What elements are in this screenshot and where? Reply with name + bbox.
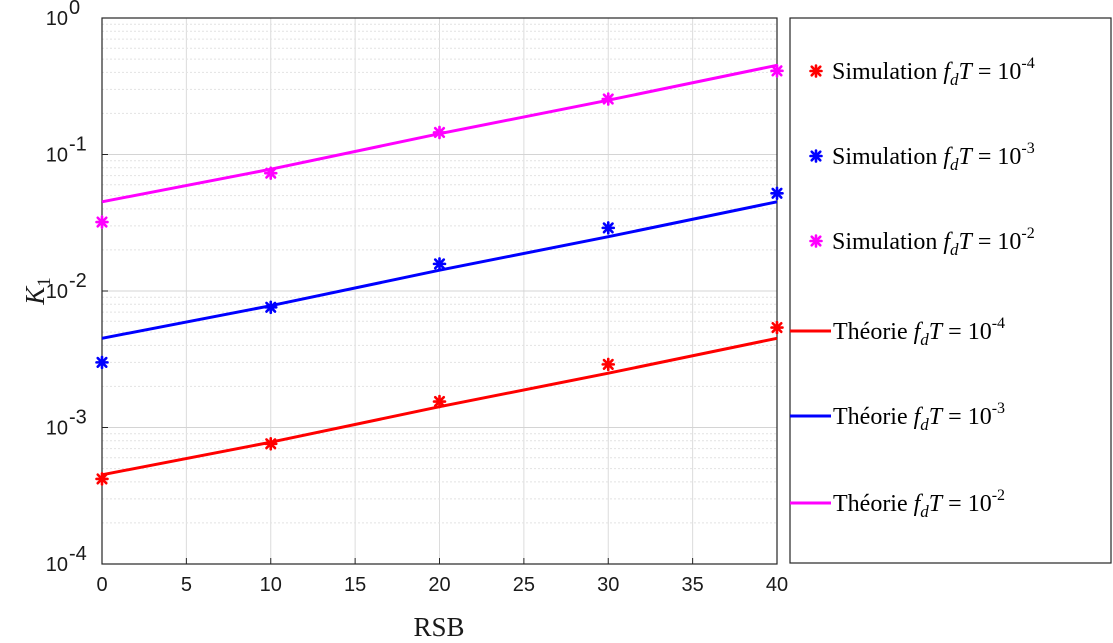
marker-core (773, 67, 781, 74)
legend-label: Théorie fdT = 10-2 (833, 487, 1005, 521)
simulation-marker (263, 300, 278, 315)
y-tick-exponent: -1 (69, 134, 87, 156)
marker-core (98, 359, 106, 366)
y-tick-exponent: -4 (69, 543, 87, 565)
marker-core (267, 170, 274, 177)
simulation-markers (95, 64, 784, 486)
marker-core (773, 190, 781, 197)
y-tick-exponent: -3 (69, 407, 87, 429)
legend: Simulation fdT = 10-4 Simulation fdT = 10… (790, 55, 1035, 521)
marker-core (812, 67, 820, 75)
y-tick-label: 10 (46, 554, 68, 576)
simulation-marker (809, 64, 823, 78)
simulation-marker (770, 320, 784, 335)
y-tick-label: 10 (46, 8, 68, 30)
simulation-marker (432, 125, 447, 140)
legend-label: Théorie fdT = 10-3 (833, 400, 1005, 434)
y-tick-label: 10 (46, 145, 68, 167)
x-tick-label: 15 (344, 574, 366, 596)
marker-core (267, 304, 274, 311)
simulation-marker (601, 357, 616, 372)
simulation-marker (809, 234, 823, 248)
x-tick-label: 10 (260, 574, 282, 596)
simulation-marker (95, 215, 109, 229)
simulation-marker (95, 472, 109, 486)
marker-core (98, 219, 106, 226)
simulation-marker (263, 166, 278, 180)
marker-core (436, 398, 443, 405)
y-tick-exponent: 0 (69, 0, 80, 19)
legend-label: Simulation fdT = 10-4 (832, 55, 1035, 89)
x-tick-label: 25 (513, 574, 535, 596)
legend-label: Simulation fdT = 10-2 (832, 225, 1035, 259)
y-tick-exponent: -2 (69, 270, 87, 292)
marker-core (812, 237, 820, 245)
legend-box (789, 17, 1112, 564)
simulation-marker (809, 149, 823, 163)
legend-label: Théorie fdT = 10-4 (833, 315, 1005, 349)
x-tick-label: 30 (597, 574, 619, 596)
simulation-marker (263, 436, 278, 451)
marker-core (98, 475, 106, 482)
y-tick-label: 10 (46, 418, 68, 440)
legend-label: Simulation fdT = 10-3 (832, 140, 1035, 174)
simulation-marker (432, 257, 447, 271)
marker-core (605, 224, 612, 231)
x-tick-label: 40 (766, 574, 788, 596)
marker-core (605, 361, 612, 368)
x-axis-title: RSB (413, 612, 464, 642)
x-tick-label: 35 (682, 574, 704, 596)
marker-core (436, 129, 443, 136)
simulation-marker (601, 221, 616, 235)
simulation-marker (432, 394, 447, 409)
y-axis-title: K1 (20, 277, 55, 306)
x-tick-label: 5 (181, 574, 192, 596)
marker-core (605, 95, 612, 103)
simulation-marker (770, 186, 784, 201)
x-axis: 0 5 10 15 20 25 30 35 40 (96, 558, 788, 596)
grid (102, 17, 777, 565)
simulation-marker (95, 355, 109, 370)
y-tick-label: 10 (46, 281, 68, 303)
simulation-marker (601, 92, 616, 106)
x-tick-label: 0 (96, 574, 107, 596)
x-tick-label: 20 (428, 574, 450, 596)
marker-core (812, 152, 820, 160)
marker-core (436, 260, 443, 267)
marker-core (267, 440, 274, 447)
simulation-marker (770, 64, 784, 78)
marker-core (773, 324, 781, 331)
